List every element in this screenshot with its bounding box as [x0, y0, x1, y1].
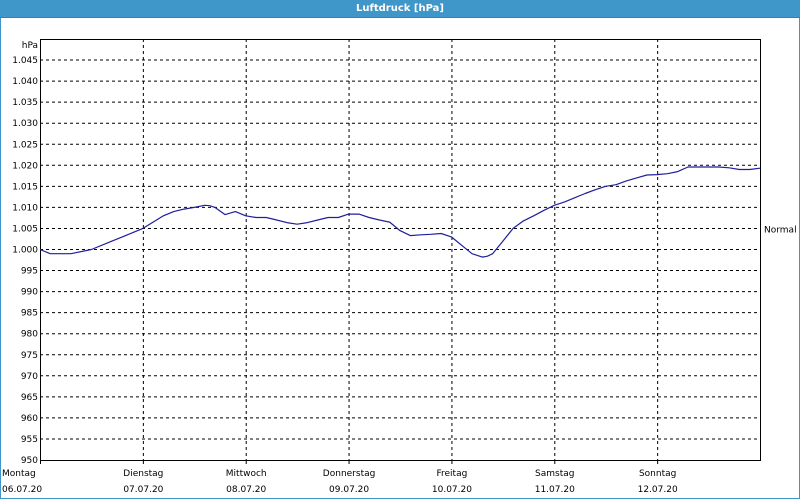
- y-tick-label: 990: [21, 288, 38, 298]
- y-tick-label: 960: [21, 414, 38, 424]
- x-tick-date: 11.07.20: [535, 485, 575, 495]
- y-axis-unit: hPa: [22, 41, 38, 51]
- x-tick-date: 06.07.20: [2, 485, 42, 495]
- y-tick-label: 1.010: [12, 203, 38, 213]
- x-tick-day: Donnerstag: [323, 469, 376, 479]
- y-tick-label: 955: [21, 435, 38, 445]
- y-tick-label: 975: [21, 351, 38, 361]
- y-tick-label: 1.005: [12, 224, 38, 234]
- y-tick-label: 980: [21, 330, 38, 340]
- y-tick-label: 1.015: [12, 182, 38, 192]
- y-tick-label: 1.025: [12, 140, 38, 150]
- x-tick-date: 09.07.20: [329, 485, 369, 495]
- y-tick-label: 970: [21, 372, 38, 382]
- y-tick-label: 950: [21, 456, 38, 466]
- x-tick-day: Mittwoch: [226, 469, 267, 479]
- x-tick-date: 08.07.20: [226, 485, 266, 495]
- y-tick-label: 1.030: [12, 119, 38, 129]
- x-tick-day: Freitag: [437, 469, 468, 479]
- y-tick-label: 1.020: [12, 161, 38, 171]
- y-tick-label: 1.000: [12, 246, 38, 256]
- y-tick-label: 1.035: [12, 98, 38, 108]
- x-tick-date: 10.07.20: [432, 485, 472, 495]
- y-tick-label: 1.045: [12, 56, 38, 66]
- chart-title: Luftdruck [hPa]: [356, 3, 444, 14]
- x-tick-day: Dienstag: [123, 469, 163, 479]
- x-tick-day: Samstag: [535, 469, 574, 479]
- series-line-luftdruck: [39, 166, 761, 258]
- reference-label-normal: Normal: [764, 225, 797, 235]
- x-tick-date: 07.07.20: [123, 485, 163, 495]
- x-tick-day: Sonntag: [639, 469, 676, 479]
- y-tick-label: 985: [21, 309, 38, 319]
- x-tick-date: 12.07.20: [638, 485, 678, 495]
- y-tick-label: 1.040: [12, 77, 38, 87]
- chart-title-bar: Luftdruck [hPa]: [0, 0, 800, 18]
- x-tick-day: Montag: [2, 469, 36, 479]
- y-tick-label: 965: [21, 393, 38, 403]
- y-tick-label: 995: [21, 267, 38, 277]
